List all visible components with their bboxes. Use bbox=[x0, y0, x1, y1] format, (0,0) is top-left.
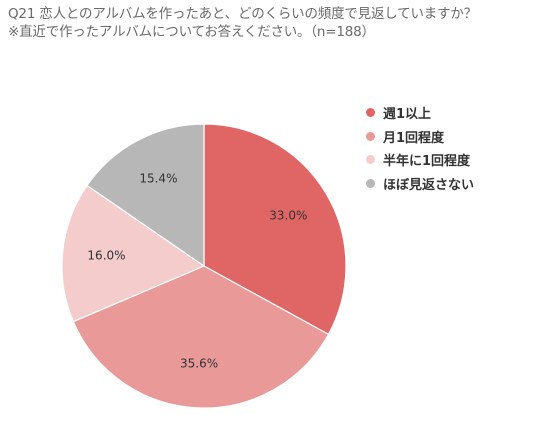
chart-legend: 週1以上月1回程度半年に1回程度 ほぼ見返さない bbox=[366, 101, 474, 195]
legend-swatch-3 bbox=[366, 155, 375, 165]
legend-swatch-4 bbox=[366, 178, 375, 188]
chart-title-line-2: ※直近で作ったアルバムについてお答えください。（n=188） bbox=[8, 24, 375, 40]
pie-slice-1 bbox=[203, 123, 347, 336]
chart-title-line-1: Q21 恋人とのアルバムを作ったあと、どのくらいの頻度で見返していますか？ bbox=[8, 6, 477, 22]
pie-label-2: 35.6% bbox=[180, 356, 218, 370]
legend-swatch-1 bbox=[366, 108, 375, 118]
legend-item-2: 月1回程度 bbox=[366, 125, 474, 149]
legend-item-4: ほぼ見返さない bbox=[366, 172, 474, 196]
legend-label-3: 半年に1回程度 bbox=[383, 154, 471, 170]
legend-item-1: 週1以上 bbox=[366, 101, 474, 125]
legend-label-1: 週1以上 bbox=[383, 107, 432, 123]
pie-label-3: 16.0% bbox=[87, 249, 125, 263]
pie-label-4: 15.4% bbox=[139, 172, 177, 186]
pie-slice-2 bbox=[72, 265, 330, 409]
pie-slice-3 bbox=[61, 184, 206, 323]
legend-label-4: ほぼ見返さない bbox=[383, 177, 475, 193]
pie-label-1: 33.0% bbox=[269, 209, 307, 223]
legend-swatch-2 bbox=[366, 131, 375, 141]
chart-title: Q21 恋人とのアルバムを作ったあと、どのくらいの頻度で見返していますか？ ※直… bbox=[8, 5, 530, 41]
pie-slice-4 bbox=[86, 123, 205, 268]
legend-label-2: 月1回程度 bbox=[383, 130, 445, 146]
legend-item-3: 半年に1回程度 bbox=[366, 148, 474, 172]
